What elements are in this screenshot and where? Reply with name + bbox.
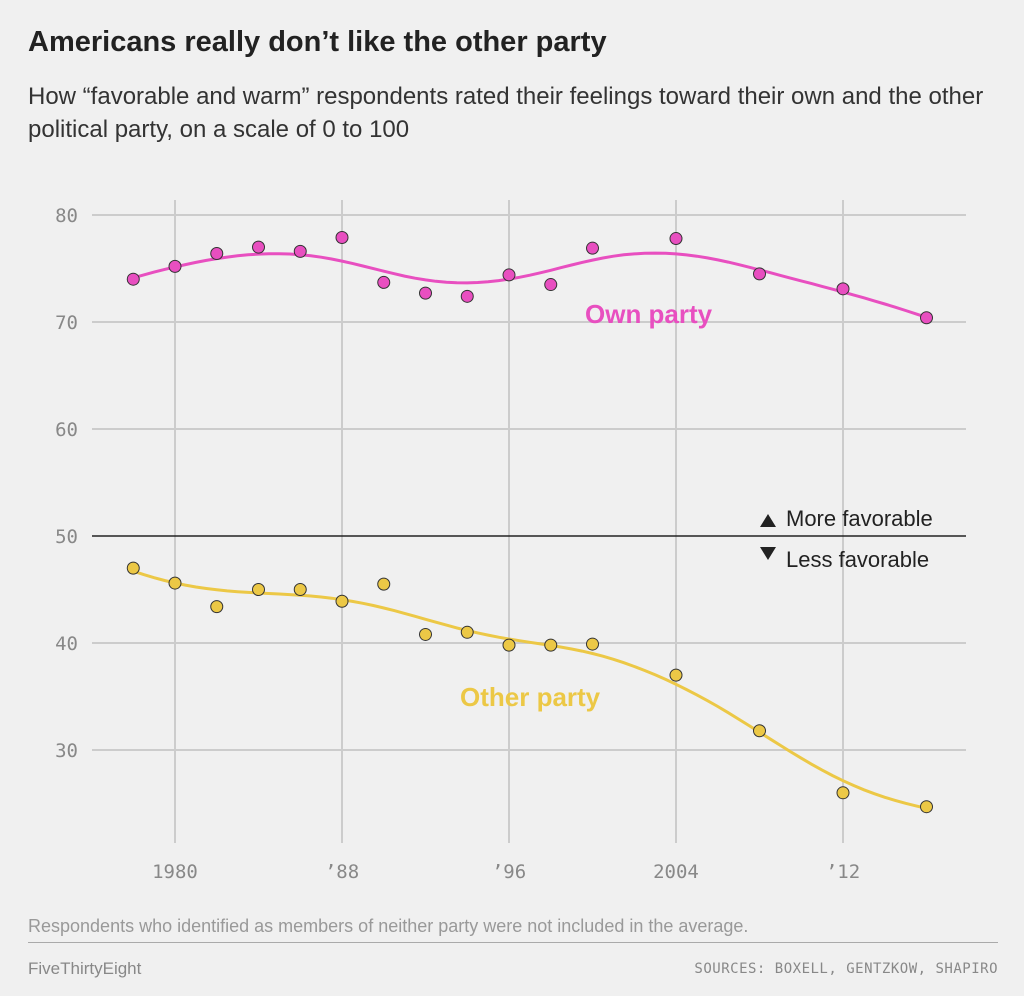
data-point (460, 625, 474, 639)
series-label: Other party (460, 682, 601, 712)
chart-subtitle: How “favorable and warm” respondents rat… (28, 83, 984, 143)
data-point (293, 583, 307, 596)
data-point (586, 637, 599, 651)
data-point (252, 583, 265, 596)
data-point (419, 627, 432, 641)
data-point (502, 268, 516, 282)
x-tick-label: 1980 (152, 861, 198, 883)
y-tick-label: 80 (55, 205, 78, 227)
y-tick-label: 60 (55, 419, 78, 441)
data-point (293, 244, 307, 258)
y-tick-label: 70 (55, 312, 78, 334)
y-tick-label: 30 (55, 740, 78, 762)
data-point (669, 668, 683, 682)
series-label: Own party (585, 299, 713, 329)
chart-note: Respondents who identified as members of… (28, 916, 749, 936)
data-point (335, 230, 349, 244)
y-tick-label: 50 (55, 526, 78, 548)
brand-logo: FiveThirtyEight (28, 959, 142, 978)
data-point (836, 786, 850, 800)
more-favorable-label: More favorable (786, 506, 933, 531)
x-tick-label: ’12 (826, 861, 860, 883)
y-tick-label: 40 (55, 633, 78, 655)
up-triangle-icon (760, 514, 776, 527)
chart-title: Americans really don’t like the other pa… (28, 26, 607, 58)
data-point (210, 247, 224, 261)
data-point (836, 282, 850, 296)
data-point (126, 561, 140, 575)
data-point (252, 240, 265, 254)
x-tick-label: ’96 (492, 861, 526, 883)
data-point (753, 724, 766, 738)
data-point (544, 638, 558, 652)
data-point (920, 311, 933, 325)
sources: SOURCES: BOXELL, GENTZKOW, SHAPIRO (694, 961, 998, 977)
data-point (419, 286, 432, 300)
data-point (377, 577, 391, 591)
data-point (586, 241, 599, 255)
data-point (920, 800, 933, 814)
trend-line-1 (132, 569, 927, 810)
data-point (377, 275, 391, 289)
data-point (544, 278, 558, 292)
data-point (669, 232, 683, 246)
down-triangle-icon (760, 547, 776, 560)
data-point (168, 576, 182, 590)
x-tick-label: 2004 (653, 861, 699, 883)
data-point (335, 594, 349, 608)
data-point (460, 289, 474, 303)
data-point (753, 267, 766, 281)
data-point (210, 600, 224, 614)
data-point (168, 259, 182, 273)
data-point (126, 272, 140, 286)
x-tick-label: ’88 (325, 861, 359, 883)
less-favorable-label: Less favorable (786, 547, 929, 572)
footer-divider (28, 942, 998, 943)
data-point (502, 638, 516, 652)
trend-line-0 (132, 251, 927, 319)
